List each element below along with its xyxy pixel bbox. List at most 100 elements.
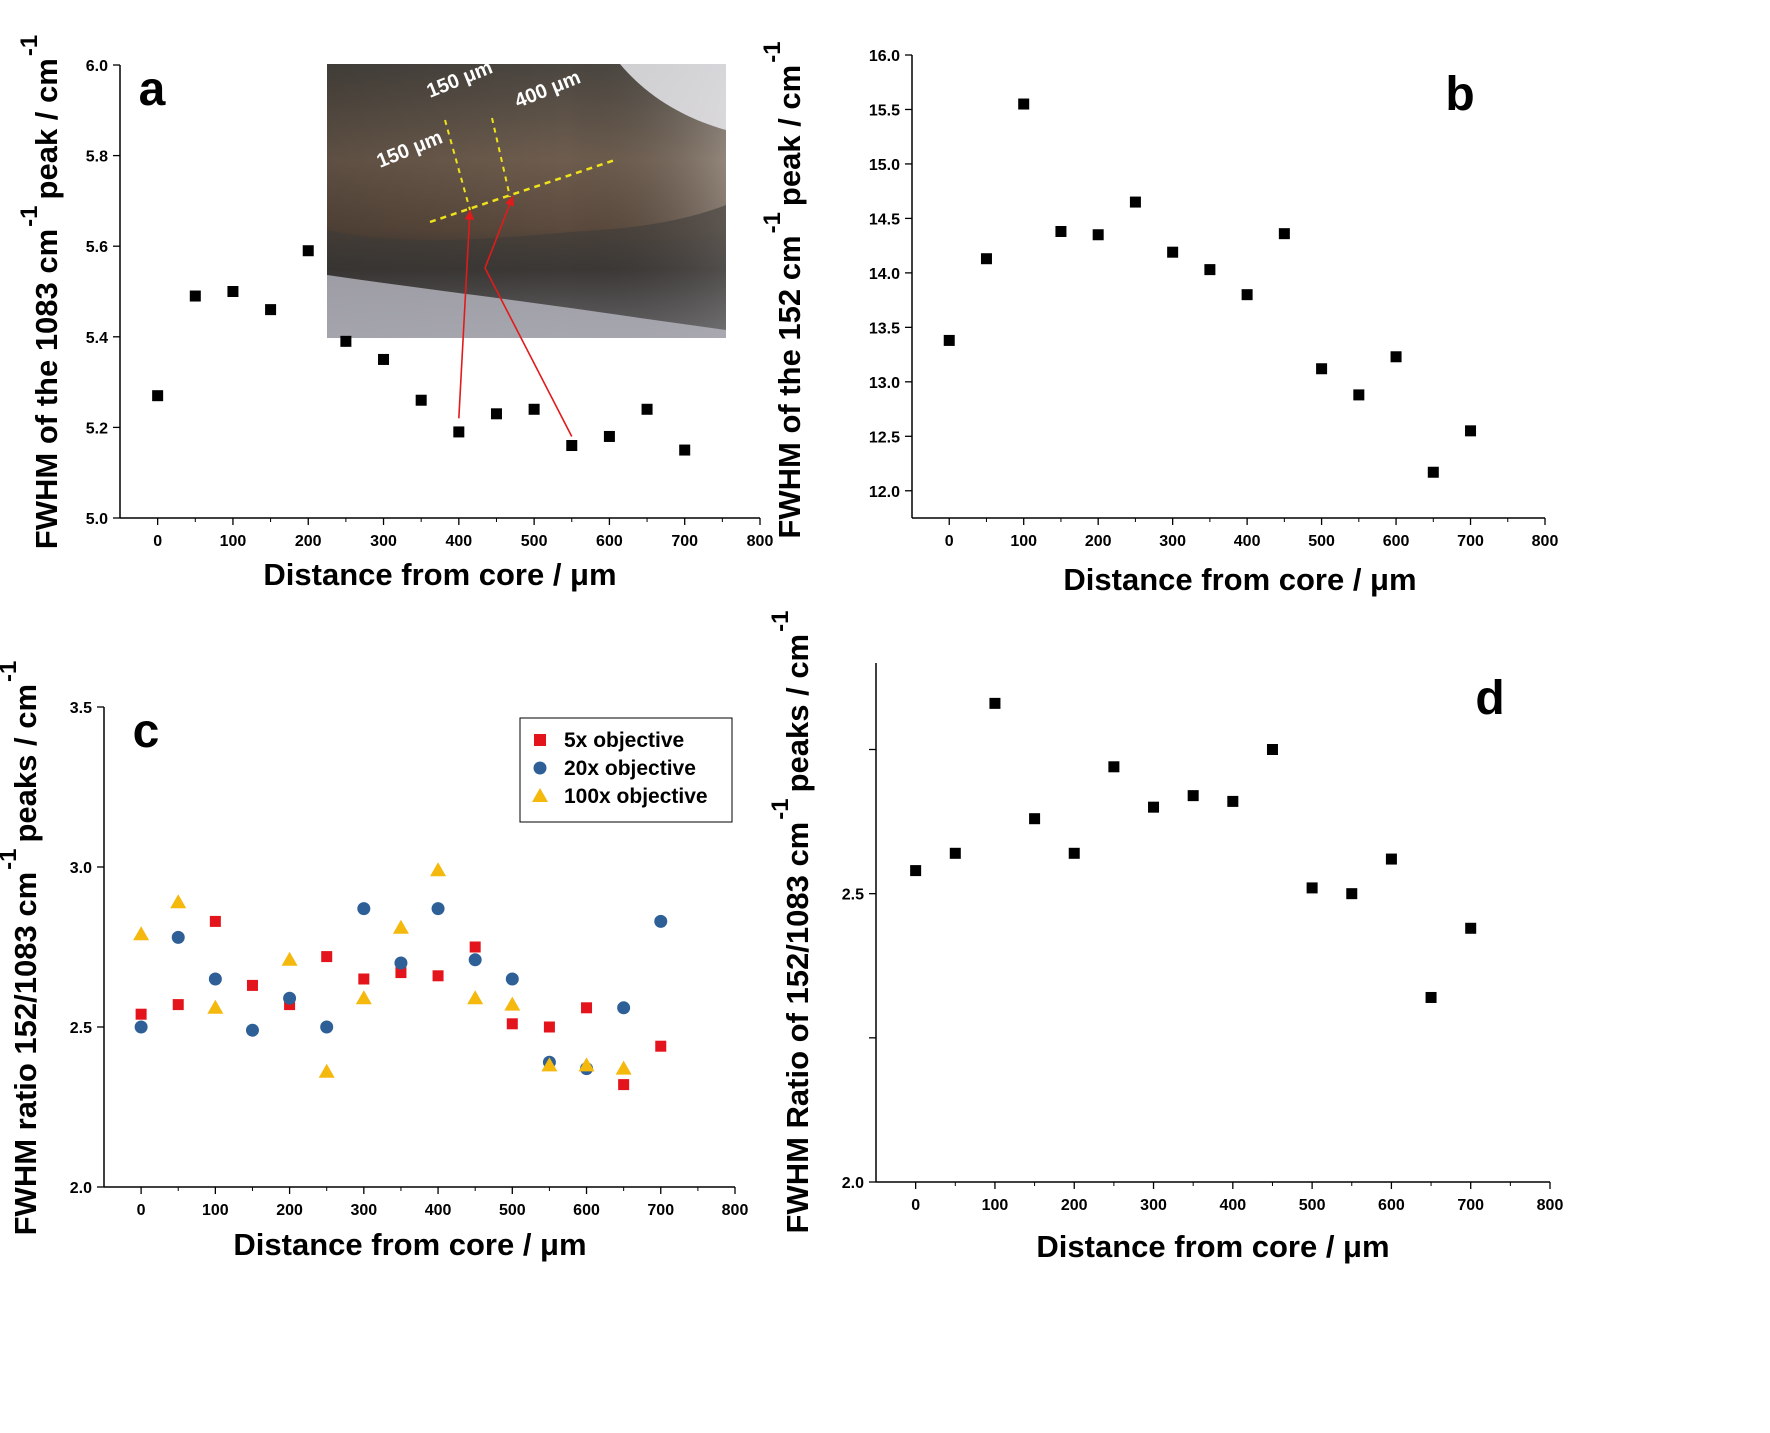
data-point (654, 914, 668, 928)
x-tick-label: 500 (521, 533, 548, 550)
y-tick-label: 6.0 (86, 58, 108, 75)
data-point (302, 245, 314, 257)
legend-label: 5x objective (564, 729, 684, 752)
y-tick-label: 14.0 (869, 266, 900, 283)
data-point (469, 941, 481, 953)
data-point (1241, 289, 1253, 301)
data-point (1266, 744, 1278, 755)
y-axis-label-text: FWHM of the 152 cm-1peak / cm-1 (759, 41, 807, 538)
data-point (504, 996, 521, 1011)
data-point (679, 444, 691, 456)
data-point (134, 1020, 148, 1034)
x-tick-label: 800 (747, 533, 774, 550)
x-tick-label: 500 (499, 1202, 526, 1219)
data-point (655, 1040, 667, 1052)
series-5x-objective (135, 915, 667, 1091)
inset-arrow (458, 209, 475, 419)
data-point (395, 967, 407, 979)
series-0 (910, 697, 1477, 1003)
legend-marker (534, 734, 546, 746)
data-point (989, 697, 1001, 709)
data-point (1167, 246, 1179, 258)
data-point (1465, 922, 1477, 934)
data-point (541, 1057, 558, 1072)
y-axis-label: FWHM of the 1083 cm-1peak / cm-1 (16, 35, 64, 549)
x-axis-label: Distance from core / μm (1036, 1229, 1389, 1264)
data-point (603, 430, 615, 442)
data-point (133, 926, 150, 941)
inset-bright-corner (620, 64, 726, 130)
x-tick-label: 100 (982, 1197, 1009, 1214)
data-point (1278, 228, 1290, 240)
x-tick-label: 500 (1299, 1197, 1326, 1214)
data-point (980, 253, 992, 265)
data-point (172, 999, 184, 1011)
data-point (1346, 888, 1358, 900)
data-point (321, 951, 333, 963)
data-point (453, 426, 465, 438)
legend-marker (532, 788, 548, 802)
data-point (1129, 196, 1141, 208)
y-tick-label: 2.5 (70, 1020, 92, 1037)
data-point (152, 390, 164, 402)
data-point (318, 1063, 335, 1078)
x-tick-label: 700 (1457, 533, 1484, 550)
data-point (1148, 801, 1160, 813)
x-tick-label: 600 (573, 1202, 600, 1219)
data-point (1353, 389, 1365, 401)
x-tick-label: 600 (1378, 1197, 1405, 1214)
x-tick-label: 200 (295, 533, 322, 550)
data-point (209, 915, 221, 927)
panel-label: d (1475, 672, 1504, 725)
x-tick-label: 0 (911, 1197, 920, 1214)
x-tick-label: 700 (671, 533, 698, 550)
data-point (227, 286, 239, 297)
x-tick-label: 200 (1085, 533, 1112, 550)
data-point (265, 304, 277, 316)
y-axis-label-text: FWHM Ratio of 152/1083 cm-1peaks / cm-1 (767, 611, 815, 1234)
y-tick-label: 12.0 (869, 484, 900, 501)
data-point (171, 930, 185, 944)
y-axis-label: FWHM Ratio of 152/1083 cm-1peaks / cm-1 (767, 611, 815, 1234)
inset-arrow (484, 195, 514, 269)
inset-guide-line (491, 117, 511, 198)
x-tick-label: 800 (722, 1202, 749, 1219)
series-0 (152, 245, 691, 456)
data-point (246, 979, 258, 991)
data-point (283, 991, 297, 1005)
x-tick-label: 100 (202, 1202, 229, 1219)
legend-marker (533, 761, 547, 775)
panel-label: c (133, 705, 160, 758)
data-point (1316, 363, 1328, 375)
x-tick-label: 400 (1234, 533, 1261, 550)
legend-label: 100x objective (564, 785, 708, 808)
x-tick-label: 200 (276, 1202, 303, 1219)
y-tick-label: 5.0 (86, 511, 108, 528)
x-axis-label: Distance from core / μm (1063, 562, 1416, 597)
panel-label: a (139, 63, 166, 116)
data-point (566, 440, 578, 452)
data-point (1427, 466, 1439, 478)
x-tick-label: 600 (1383, 533, 1410, 550)
x-tick-label: 500 (1308, 533, 1335, 550)
data-point (394, 956, 408, 970)
data-point (528, 403, 540, 415)
x-tick-label: 0 (945, 533, 954, 550)
y-tick-label: 5.6 (86, 239, 108, 256)
data-point (1385, 853, 1397, 865)
x-tick-label: 800 (1537, 1197, 1564, 1214)
inset-arrow (484, 267, 573, 437)
y-tick-label: 12.5 (869, 429, 900, 446)
series-100x-objective (133, 862, 632, 1078)
data-point (1425, 991, 1437, 1003)
data-point (1204, 264, 1216, 276)
x-tick-label: 300 (370, 533, 397, 550)
panel-d: 0 100 200 300 400 500 600 700 800 2.0 2.5 Distance … (767, 611, 1563, 1264)
x-tick-label: 0 (137, 1202, 146, 1219)
panel-c: 0 100 200 300 400 500 600 700 800 2.0 2.5 3.0 3.5 Dis… (0, 661, 748, 1262)
x-tick-label: 100 (220, 533, 247, 550)
data-point (208, 972, 222, 986)
x-tick-label: 300 (350, 1202, 377, 1219)
